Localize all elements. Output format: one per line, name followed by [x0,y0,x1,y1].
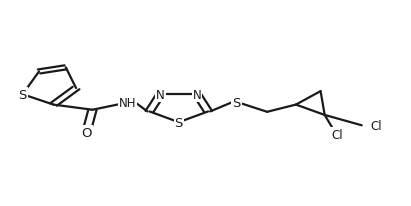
Text: N: N [156,88,165,101]
Text: S: S [232,97,240,109]
Text: N: N [192,88,201,101]
Text: S: S [18,88,27,101]
Text: NH: NH [119,97,136,109]
Text: Cl: Cl [371,119,382,132]
Text: Cl: Cl [331,129,343,141]
Text: S: S [175,116,183,129]
Text: O: O [81,126,92,139]
